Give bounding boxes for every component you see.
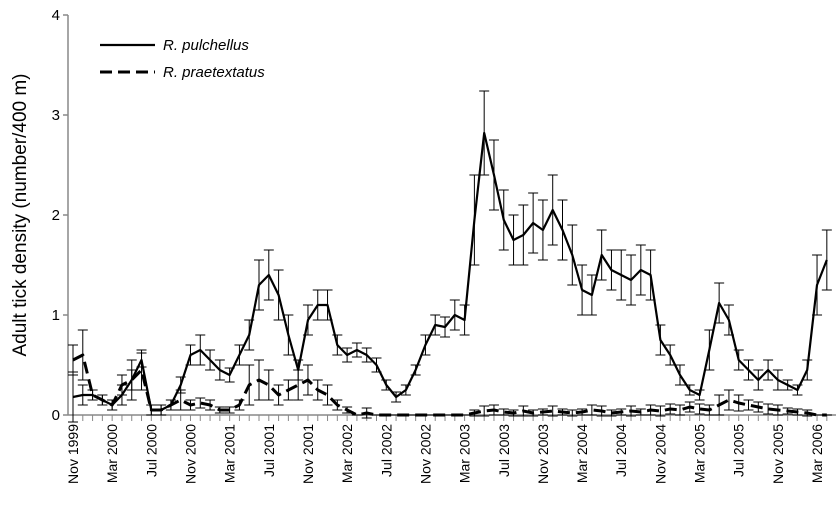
error-bar	[498, 408, 509, 416]
legend-label: R. pulchellus	[163, 37, 249, 54]
x-tick-label: Nov 2004	[652, 424, 668, 484]
x-tick-label: Mar 2004	[574, 424, 590, 483]
x-tick-label: Jul 2000	[143, 424, 159, 477]
x-tick-label: Nov 2000	[182, 424, 198, 484]
error-bar	[547, 405, 558, 417]
x-tick-label: Nov 1999	[65, 424, 81, 484]
series-line	[72, 353, 827, 417]
error-bar	[293, 369, 304, 401]
error-bar	[743, 399, 754, 411]
error-bar	[586, 404, 597, 416]
error-bar	[224, 406, 235, 414]
x-tick-label: Mar 2002	[339, 424, 355, 483]
error-bar	[136, 349, 147, 391]
series-line	[72, 131, 828, 412]
x-tick-label: Mar 2001	[222, 424, 238, 483]
x-tick-label: Jul 2004	[613, 424, 629, 477]
x-tick-label: Nov 2001	[300, 424, 316, 484]
x-tick-label: Nov 2002	[417, 424, 433, 484]
error-bar	[694, 403, 705, 415]
error-bar	[655, 405, 666, 417]
x-tick-label: Nov 2003	[535, 424, 551, 484]
x-tick-label: Jul 2005	[731, 424, 747, 477]
error-bar	[479, 405, 490, 417]
error-bar	[195, 397, 206, 409]
error-bar	[175, 389, 186, 411]
y-tick-label: 1	[52, 307, 60, 324]
x-tick-label: Mar 2005	[692, 424, 708, 483]
y-axis-label: Adult tick density (number/400 m)	[10, 73, 31, 356]
legend-label: R. praetextatus	[163, 64, 265, 81]
error-bar	[567, 409, 578, 417]
x-tick-label: Jul 2001	[261, 424, 277, 477]
y-tick-label: 0	[52, 407, 60, 424]
y-tick-label: 2	[52, 207, 60, 224]
x-tick-label: Mar 2000	[104, 424, 120, 483]
error-bar	[821, 229, 832, 291]
error-bar	[674, 404, 685, 416]
error-bar	[126, 359, 137, 401]
y-tick-label: 4	[52, 7, 60, 24]
error-bar	[763, 403, 774, 415]
error-bar	[322, 384, 333, 406]
x-tick-label: Jul 2003	[496, 424, 512, 477]
x-tick-label: Nov 2005	[770, 424, 786, 484]
error-bar	[723, 389, 734, 411]
x-tick-label: Mar 2003	[457, 424, 473, 483]
y-tick-label: 3	[52, 107, 60, 124]
x-tick-label: Jul 2002	[378, 424, 394, 477]
error-bar	[263, 369, 274, 401]
x-tick-label: Mar 2006	[809, 424, 825, 483]
